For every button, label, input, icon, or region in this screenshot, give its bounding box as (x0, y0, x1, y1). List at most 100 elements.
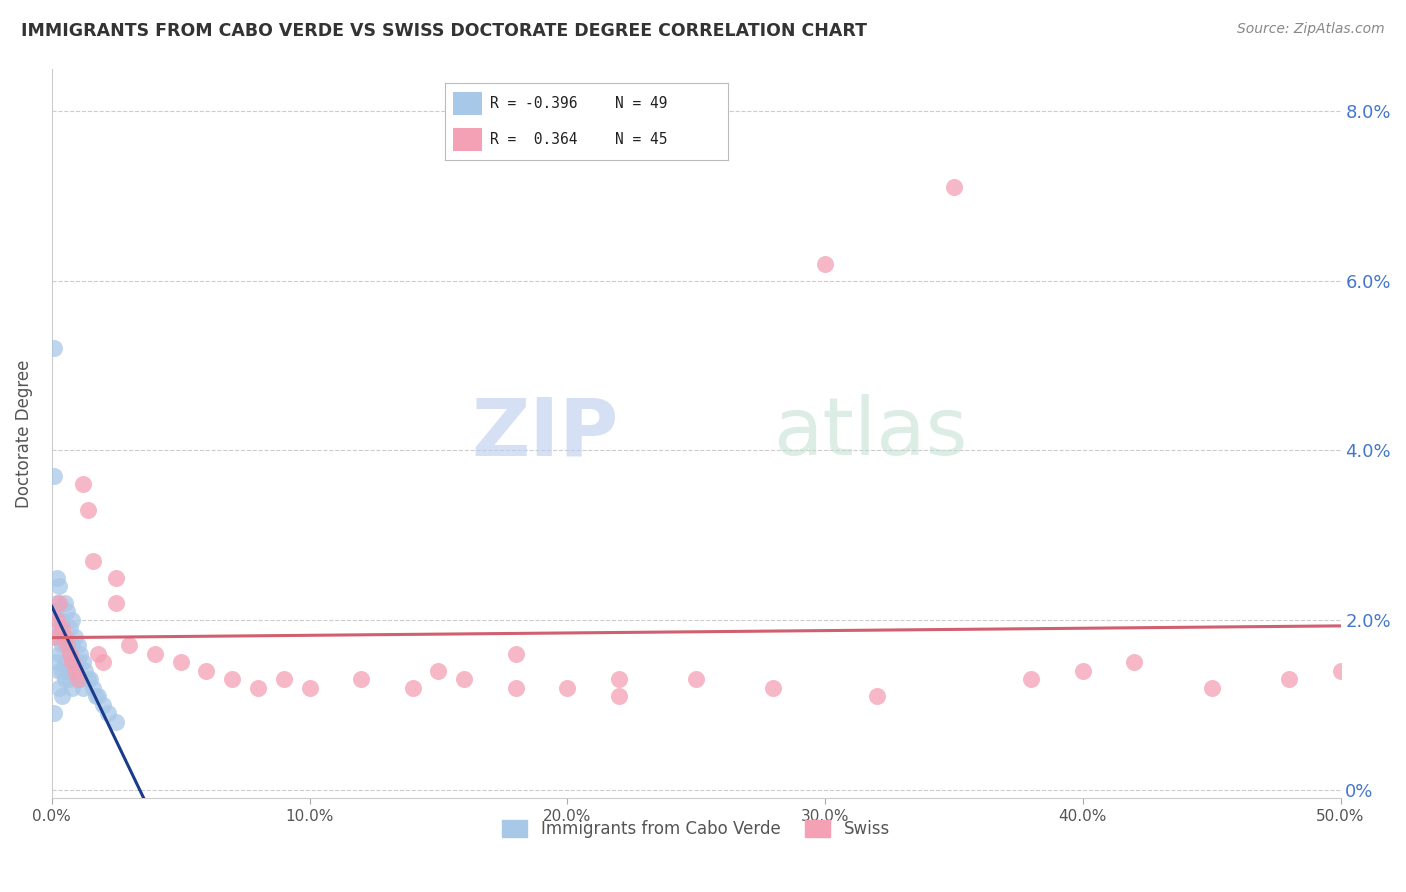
Point (1019, 673, 1042, 687)
Point (56, 639, 79, 653)
Point (59, 647, 82, 661)
Point (298, 681, 321, 695)
Point (814, 257, 837, 271)
Point (44, 468, 66, 483)
Point (53, 596, 76, 610)
Point (48, 664, 70, 678)
Point (82, 681, 104, 695)
Legend: Immigrants from Cabo Verde, Swiss: Immigrants from Cabo Verde, Swiss (496, 813, 897, 845)
Point (44, 342, 66, 356)
Point (60, 639, 83, 653)
Point (59, 647, 82, 661)
Point (53, 630, 76, 644)
Point (246, 681, 269, 695)
Point (273, 673, 295, 687)
Text: ZIP: ZIP (471, 394, 619, 473)
Point (1123, 656, 1146, 670)
Point (45, 656, 67, 670)
Point (118, 639, 141, 653)
Point (105, 570, 128, 584)
Point (69, 647, 91, 661)
Point (762, 681, 785, 695)
Point (63, 630, 86, 644)
Point (76, 673, 98, 687)
Point (51, 613, 73, 627)
Point (607, 673, 630, 687)
Point (143, 647, 166, 661)
Point (48, 596, 70, 610)
Point (48, 647, 70, 661)
Point (221, 673, 243, 687)
Point (59, 622, 82, 636)
Point (48, 622, 70, 636)
Point (91, 698, 114, 712)
Point (350, 673, 373, 687)
Point (44, 706, 66, 721)
Point (45, 630, 67, 644)
Point (66, 673, 89, 687)
Point (60, 681, 83, 695)
Point (607, 690, 630, 704)
Point (51, 622, 73, 636)
Point (97, 706, 120, 721)
Point (72, 656, 94, 670)
Point (48, 579, 70, 593)
Point (505, 681, 527, 695)
Point (59, 673, 82, 687)
Point (79, 673, 101, 687)
Point (44, 605, 66, 619)
Point (56, 605, 79, 619)
Point (84, 690, 107, 704)
Point (401, 681, 423, 695)
Text: IMMIGRANTS FROM CABO VERDE VS SWISS DOCTORATE DEGREE CORRELATION CHART: IMMIGRANTS FROM CABO VERDE VS SWISS DOCT… (21, 22, 868, 40)
Point (48, 681, 70, 695)
Point (87, 647, 110, 661)
Point (45, 570, 67, 584)
Point (1201, 681, 1223, 695)
Point (427, 664, 450, 678)
Point (76, 502, 98, 516)
Point (505, 647, 527, 661)
Point (45, 596, 67, 610)
Point (60, 656, 83, 670)
Point (72, 477, 94, 491)
Point (44, 630, 66, 644)
Text: atlas: atlas (773, 394, 967, 473)
Point (69, 673, 91, 687)
Point (51, 639, 73, 653)
Point (51, 664, 73, 678)
Point (942, 180, 965, 194)
Point (1329, 664, 1351, 678)
Point (685, 673, 707, 687)
Point (1071, 664, 1094, 678)
Point (105, 714, 128, 729)
Point (865, 690, 887, 704)
Point (72, 681, 94, 695)
Point (75, 664, 97, 678)
Point (66, 639, 89, 653)
Point (87, 690, 110, 704)
Point (63, 664, 86, 678)
Y-axis label: Doctorate Degree: Doctorate Degree (15, 359, 32, 508)
Point (453, 673, 475, 687)
Point (53, 630, 76, 644)
Point (1278, 673, 1301, 687)
Point (60, 613, 83, 627)
Point (60, 656, 83, 670)
Point (66, 656, 89, 670)
Point (91, 656, 114, 670)
Point (105, 596, 128, 610)
Point (53, 656, 76, 670)
Text: Source: ZipAtlas.com: Source: ZipAtlas.com (1237, 22, 1385, 37)
Point (195, 664, 218, 678)
Point (53, 673, 76, 687)
Point (82, 553, 104, 567)
Point (51, 690, 73, 704)
Point (56, 639, 79, 653)
Point (45, 613, 67, 627)
Point (169, 656, 191, 670)
Point (66, 673, 89, 687)
Point (555, 681, 578, 695)
Point (56, 664, 79, 678)
Point (63, 656, 86, 670)
